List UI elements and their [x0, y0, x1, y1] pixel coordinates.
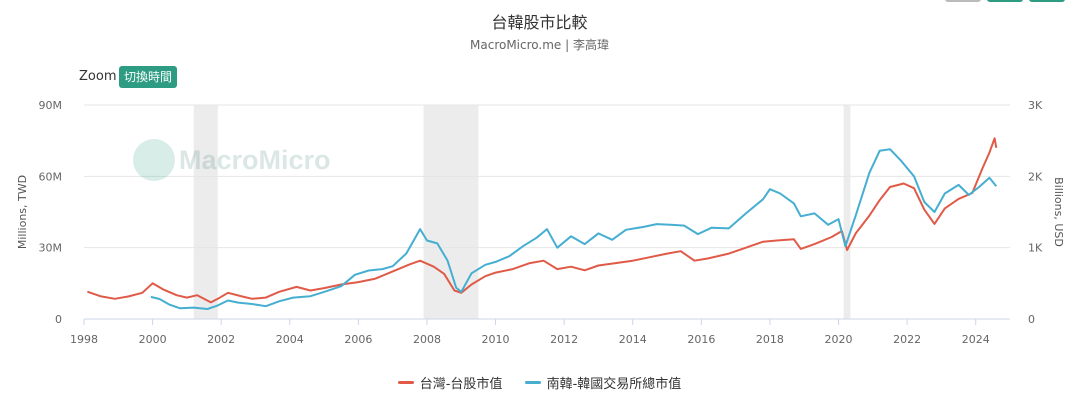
chart-title: 台韓股市比較 [491, 13, 588, 32]
y-left-tick-label: 90M [39, 99, 63, 112]
gridlines [84, 104, 1010, 320]
watermark-text: MacroMicro [179, 144, 331, 175]
x-tick-label: 2024 [962, 333, 990, 346]
y-right-tick-label: 3K [1028, 99, 1043, 112]
legend-item-korea[interactable]: 南韓-韓國交易所總市值 [524, 373, 682, 392]
y-axis-right-title: Billions, USD [1052, 177, 1065, 247]
y-right-tick-label: 0 [1028, 313, 1035, 326]
legend-label-taiwan: 台灣-台股市值 [419, 377, 503, 392]
series-line-taiwan [87, 137, 998, 304]
recession-band-0 [193, 105, 218, 319]
x-tick-label: 2018 [756, 333, 784, 346]
y-left-tick-label: 0 [55, 313, 62, 326]
x-axis: 1998 2000 2002 2004 2006 2008 2010 2012 2014 2016… [70, 319, 990, 346]
zoom-toggle-button[interactable]: 切換時間 [119, 66, 178, 88]
x-tick-label: 1998 [70, 333, 98, 346]
y-right-tick-label: 1K [1028, 242, 1043, 255]
x-tick-label: 2002 [207, 333, 235, 346]
y-left-tick-label: 60M [39, 170, 63, 183]
x-tick-label: 2004 [276, 333, 304, 346]
chart-subtitle: MacroMicro.me | 李高瑋 [470, 38, 609, 52]
series-line-korea [150, 148, 998, 310]
x-tick-label: 2008 [413, 333, 441, 346]
x-tick-label: 2020 [825, 333, 853, 346]
series-lines [87, 137, 998, 310]
recession-band-2 [843, 105, 851, 319]
legend: 台灣-台股市值 南韓-韓國交易所總市值 [0, 373, 1079, 392]
legend-swatch-taiwan [397, 381, 414, 384]
y-left-tick-label: 30M [39, 242, 63, 255]
watermark-icon [133, 139, 175, 181]
menu-button-3[interactable] [1029, 0, 1065, 2]
legend-label-korea: 南韓-韓國交易所總市值 [546, 377, 682, 392]
y-axis-right: 0 1K 2K 3K [1028, 99, 1043, 326]
zoom-label: Zoom [79, 69, 117, 84]
y-axis-left-title: Millions, TWD [16, 175, 29, 249]
x-tick-label: 2006 [344, 333, 372, 346]
y-axis-left: 0 30M 60M 90M [39, 99, 63, 326]
recession-shading [193, 105, 851, 319]
y-right-tick-label: 2K [1028, 170, 1043, 183]
x-tick-label: 2014 [619, 333, 647, 346]
x-tick-label: 2016 [687, 333, 715, 346]
legend-swatch-korea [524, 381, 541, 384]
x-tick-label: 2012 [550, 333, 578, 346]
menu-button-2[interactable] [987, 0, 1023, 2]
menu-button-1[interactable] [945, 0, 981, 2]
legend-item-taiwan[interactable]: 台灣-台股市值 [397, 373, 503, 392]
x-tick-label: 2022 [893, 333, 921, 346]
recession-band-1 [423, 105, 479, 319]
x-tick-label: 2000 [139, 333, 167, 346]
x-tick-label: 2010 [482, 333, 510, 346]
watermark-logo: MacroMicro [133, 139, 331, 181]
